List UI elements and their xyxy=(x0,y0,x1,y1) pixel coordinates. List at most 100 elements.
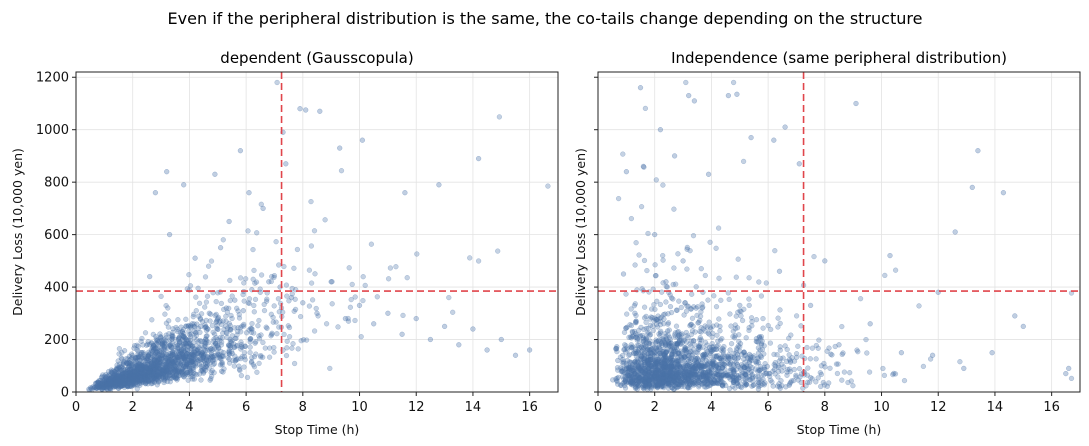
scatter-point xyxy=(121,348,128,354)
scatter-point xyxy=(215,336,221,343)
scatter-point xyxy=(187,331,193,338)
scatter-point xyxy=(151,345,158,352)
scatter-point xyxy=(138,377,144,383)
scatter-point xyxy=(362,282,368,289)
scatter-point xyxy=(659,370,666,376)
scatter-point xyxy=(763,370,770,377)
figure-suptitle: Even if the peripheral distribution is t… xyxy=(168,9,923,28)
scatter-point xyxy=(210,362,216,368)
scatter-point xyxy=(122,375,128,382)
scatter-point xyxy=(356,302,363,309)
scatter-point xyxy=(193,332,200,338)
scatter-point xyxy=(169,351,176,357)
scatter-point xyxy=(243,276,249,282)
scatter-point xyxy=(185,369,191,376)
scatter-point xyxy=(104,373,110,379)
scatter-point xyxy=(194,347,201,354)
scatter-point xyxy=(737,302,743,309)
scatter-point xyxy=(139,335,145,342)
scatter-point xyxy=(170,371,176,377)
scatter-point xyxy=(163,365,169,371)
scatter-point xyxy=(782,343,788,349)
scatter-point xyxy=(733,313,739,319)
scatter-point xyxy=(132,355,139,361)
x-tick-label: 16 xyxy=(521,400,538,415)
scatter-point xyxy=(192,324,198,330)
scatter-point xyxy=(147,367,153,374)
scatter-point xyxy=(104,375,110,382)
x-tick-label: 2 xyxy=(129,400,137,415)
x-tick-label: 12 xyxy=(930,400,947,415)
scatter-point xyxy=(237,275,244,281)
scatter-point xyxy=(799,353,805,359)
scatter-point xyxy=(248,358,255,365)
scatter-point xyxy=(713,370,720,376)
scatter-point xyxy=(167,352,174,359)
scatter-point xyxy=(155,339,161,345)
scatter-point xyxy=(159,362,165,368)
scatter-point xyxy=(112,371,118,377)
scatter-point xyxy=(159,369,165,376)
scatter-point xyxy=(659,375,666,382)
scatter-point xyxy=(716,316,722,322)
scatter-point xyxy=(266,354,273,360)
x-tick-label: 4 xyxy=(185,400,193,415)
scatter-point xyxy=(161,379,167,386)
scatter-point xyxy=(121,380,127,386)
scatter-point xyxy=(147,366,153,373)
scatter-point xyxy=(683,79,689,86)
scatter-point xyxy=(297,106,303,112)
scatter-point xyxy=(266,279,272,285)
scatter-point xyxy=(610,377,616,383)
scatter-point xyxy=(719,364,726,371)
scatter-point xyxy=(227,277,233,284)
scatter-point xyxy=(413,315,419,322)
scatter-point xyxy=(254,230,260,236)
x-tick-label: 10 xyxy=(873,400,890,415)
scatter-point xyxy=(243,330,250,336)
scatter-point xyxy=(276,324,282,330)
scatter-point xyxy=(475,155,482,162)
scatter-point xyxy=(743,335,749,341)
scatter-point xyxy=(138,350,144,356)
scatter-point xyxy=(126,378,132,385)
scatter-point xyxy=(715,225,722,231)
scatter-point xyxy=(118,383,124,389)
scatter-point xyxy=(204,353,210,359)
scatter-point xyxy=(317,108,323,114)
scatter-point xyxy=(201,351,207,358)
x-axis-label-dependent: Stop Time (h) xyxy=(275,422,360,437)
scatter-point xyxy=(671,206,677,212)
scatter-point xyxy=(687,373,693,379)
scatter-point xyxy=(653,337,659,343)
scatter-point xyxy=(744,355,751,361)
scatter-point xyxy=(151,364,157,370)
scatter-point xyxy=(628,322,635,329)
scatter-point xyxy=(246,190,252,196)
scatter-point xyxy=(352,294,358,300)
scatter-point xyxy=(311,228,318,234)
scatter-point xyxy=(102,379,109,385)
scatter-point xyxy=(203,327,210,334)
scatter-point xyxy=(952,229,958,235)
scatter-point xyxy=(124,371,130,377)
scatter-point xyxy=(142,330,149,336)
scatter-point xyxy=(223,318,229,325)
scatter-point xyxy=(730,375,737,381)
scatter-point xyxy=(260,205,266,212)
scatter-point xyxy=(758,340,765,347)
scatter-point xyxy=(131,381,137,387)
scatter-point xyxy=(127,373,133,379)
scatter-point xyxy=(663,299,669,305)
scatter-point xyxy=(193,294,199,300)
scatter-point xyxy=(748,134,754,141)
scatter-point xyxy=(177,339,183,345)
scatter-point xyxy=(183,336,190,343)
scatter-point xyxy=(641,326,647,333)
scatter-point xyxy=(197,316,204,322)
scatter-point xyxy=(303,107,309,113)
scatter-point xyxy=(746,296,752,302)
scatter-point xyxy=(623,291,629,297)
scatter-point xyxy=(697,337,703,343)
scatter-point xyxy=(138,366,145,373)
